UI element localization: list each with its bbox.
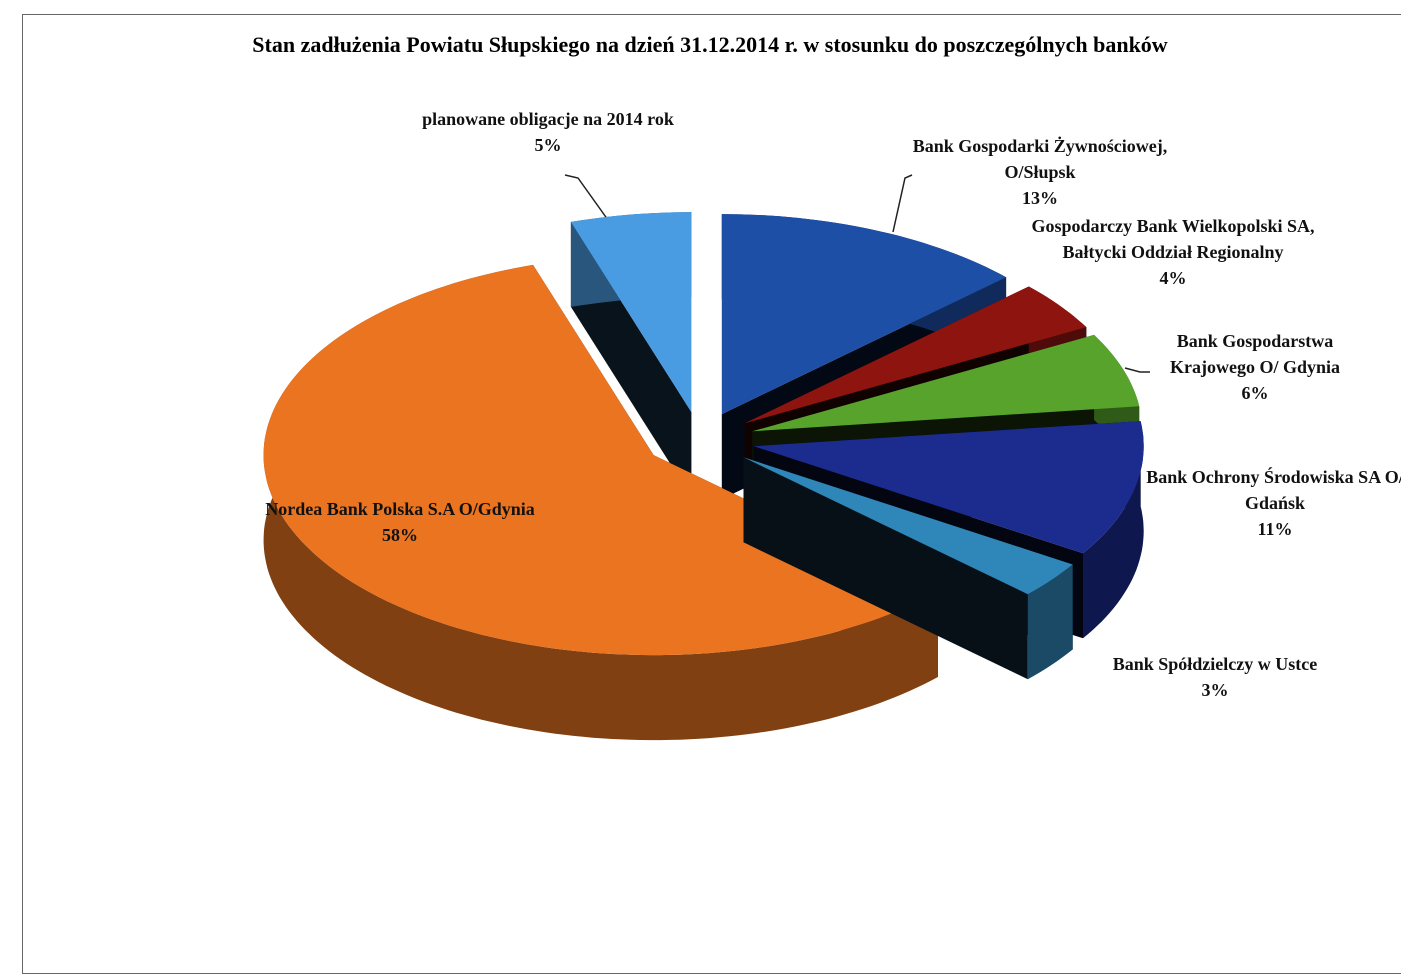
slice-top bbox=[752, 334, 1140, 432]
slice bbox=[570, 212, 692, 498]
value-label: 13% bbox=[1022, 188, 1058, 208]
slice-label: Nordea Bank Polska S.A O/Gdynia 58% bbox=[260, 496, 540, 548]
value-label: 4% bbox=[1159, 268, 1187, 288]
category-label: Gospodarczy Bank Wielkopolski SA, Bałtyc… bbox=[1031, 216, 1315, 262]
chart-title: Stan zadłużenia Powiatu Słupskiego na dz… bbox=[252, 32, 1168, 57]
value-label: 58% bbox=[382, 525, 418, 545]
category-label: Bank Ochrony Środowiska SA O/ Gdańsk bbox=[1146, 467, 1401, 513]
value-label: 11% bbox=[1257, 519, 1293, 539]
value-label: 5% bbox=[534, 135, 562, 155]
slice-top bbox=[753, 421, 1144, 554]
slice-label: Bank Ochrony Środowiska SA O/ Gdańsk 11% bbox=[1130, 464, 1401, 542]
slice-side bbox=[743, 457, 1028, 680]
slice-wall bbox=[1083, 421, 1144, 639]
slice-top bbox=[263, 264, 938, 656]
slice-wall bbox=[1027, 564, 1073, 680]
slice-wall bbox=[263, 264, 938, 741]
value-label: 6% bbox=[1241, 383, 1269, 403]
slice-top bbox=[744, 286, 1087, 424]
slice-label: planowane obligacje na 2014 rok 5% bbox=[413, 106, 683, 158]
category-label: Nordea Bank Polska S.A O/Gdynia bbox=[265, 499, 535, 519]
slice-top bbox=[570, 212, 692, 413]
leader-line bbox=[892, 174, 913, 233]
leader-line bbox=[1124, 367, 1150, 373]
slice bbox=[743, 457, 1073, 680]
category-label: Bank Gospodarki Żywnościowej, O/Słupsk bbox=[912, 136, 1168, 182]
category-label: Bank Spółdzielczy w Ustce bbox=[1112, 654, 1318, 674]
slice-top bbox=[721, 214, 1007, 415]
slice-top bbox=[743, 457, 1073, 595]
slice-label: Bank Gospodarstwa Krajowego O/ Gdynia 6% bbox=[1135, 328, 1375, 406]
value-label: 3% bbox=[1201, 680, 1229, 700]
slice-label: Bank Spółdzielczy w Ustce 3% bbox=[1065, 651, 1365, 703]
slice-label: Gospodarczy Bank Wielkopolski SA, Bałtyc… bbox=[1023, 213, 1323, 291]
slice-label: Bank Gospodarki Żywnościowej, O/Słupsk 13… bbox=[890, 133, 1190, 211]
category-label: Bank Gospodarstwa Krajowego O/ Gdynia bbox=[1170, 331, 1340, 377]
category-label: planowane obligacje na 2014 rok bbox=[422, 109, 674, 129]
